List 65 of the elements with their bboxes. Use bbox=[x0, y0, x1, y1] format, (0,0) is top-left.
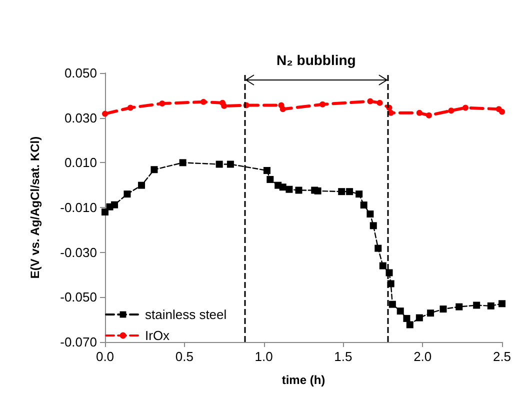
point bbox=[388, 300, 396, 308]
x-tick-label: 1.5 bbox=[334, 349, 352, 364]
point bbox=[263, 167, 270, 174]
point bbox=[366, 210, 374, 218]
point bbox=[498, 300, 506, 308]
legend-label: IrOx bbox=[145, 328, 170, 343]
point bbox=[376, 100, 383, 106]
point bbox=[279, 184, 286, 191]
point bbox=[427, 310, 434, 317]
legend-label: stainless steel bbox=[145, 307, 227, 322]
point bbox=[403, 314, 410, 322]
point bbox=[280, 106, 286, 112]
y-tick-label: -0.030 bbox=[60, 244, 97, 260]
point bbox=[338, 188, 346, 196]
point bbox=[416, 110, 422, 116]
text: N₂ bubbling bbox=[276, 52, 356, 68]
point bbox=[102, 208, 108, 216]
point bbox=[374, 244, 382, 252]
point bbox=[487, 302, 494, 310]
point bbox=[314, 187, 322, 194]
y-axis-title: E(V vs. Ag/AgCl/sat. KCl) bbox=[28, 136, 42, 279]
point bbox=[370, 222, 377, 230]
point bbox=[266, 176, 274, 183]
point bbox=[499, 108, 505, 115]
point bbox=[379, 262, 386, 270]
point bbox=[406, 321, 414, 328]
point bbox=[200, 98, 206, 105]
point bbox=[367, 98, 374, 104]
point bbox=[127, 104, 134, 111]
point bbox=[216, 160, 223, 168]
point bbox=[226, 160, 234, 168]
point bbox=[150, 166, 158, 174]
point bbox=[295, 186, 302, 194]
x-tick-label: 0.0 bbox=[96, 349, 114, 364]
x-tick-label: 1.0 bbox=[254, 349, 273, 364]
x-axis-title: time (h) bbox=[282, 373, 326, 387]
point bbox=[111, 201, 118, 208]
point bbox=[102, 110, 108, 117]
point bbox=[159, 100, 166, 106]
point bbox=[179, 159, 186, 166]
y-tick-label: -0.050 bbox=[60, 290, 97, 305]
point bbox=[124, 190, 131, 198]
x-tick-label: 0.5 bbox=[175, 349, 194, 364]
point bbox=[473, 302, 480, 309]
y-tick-label: 0.010 bbox=[64, 155, 97, 170]
point bbox=[426, 112, 432, 118]
x-tick-label: 2.5 bbox=[492, 349, 512, 364]
y-tick-label: -0.070 bbox=[60, 334, 97, 350]
y-tick-label: 0.050 bbox=[64, 66, 97, 80]
point bbox=[346, 188, 354, 196]
point bbox=[356, 190, 363, 198]
point bbox=[462, 104, 468, 111]
point bbox=[456, 303, 463, 310]
point bbox=[448, 108, 454, 114]
y-tick-label: 0.030 bbox=[64, 110, 97, 126]
y-tick-label: -0.010 bbox=[60, 200, 97, 215]
point bbox=[138, 182, 146, 189]
point bbox=[286, 186, 293, 193]
point bbox=[440, 306, 447, 313]
point bbox=[320, 101, 326, 108]
point bbox=[360, 202, 368, 209]
point bbox=[221, 102, 228, 109]
point bbox=[416, 314, 423, 322]
x-tick-label: 2.0 bbox=[414, 349, 432, 364]
point bbox=[396, 308, 404, 315]
